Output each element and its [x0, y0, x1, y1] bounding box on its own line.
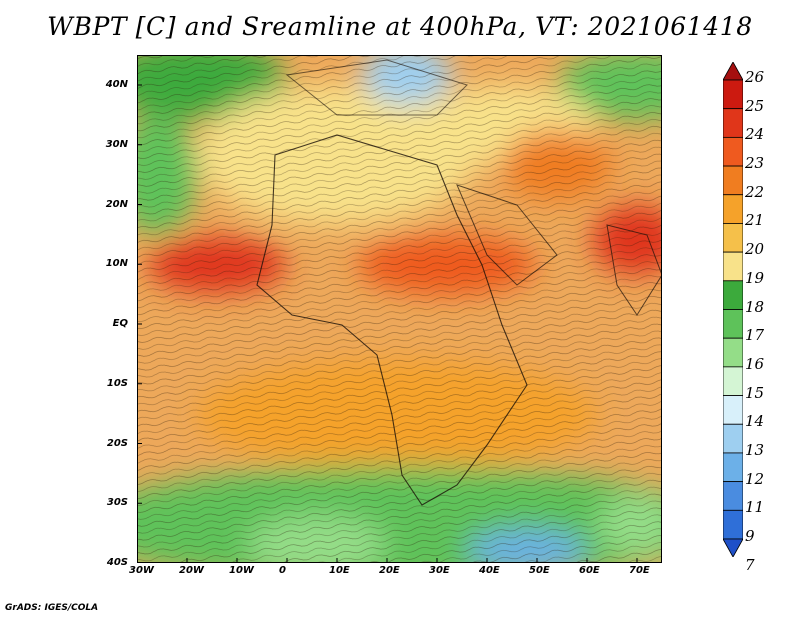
lat-label: 30N — [105, 138, 128, 150]
lon-label: 20E — [379, 565, 400, 576]
lon-label: 50E — [529, 565, 550, 576]
colorbar-label: 13 — [745, 440, 765, 459]
coastline-india — [606, 224, 662, 316]
colorbar-segment — [723, 280, 743, 310]
lat-label: 10S — [106, 377, 128, 389]
colorbar-segment — [723, 538, 743, 557]
colorbar-label: 18 — [745, 297, 765, 316]
colorbar-segment — [723, 366, 743, 396]
colorbar-label: 7 — [745, 555, 755, 574]
lat-ticks — [137, 84, 142, 563]
coastline-africa — [256, 134, 528, 506]
colorbar-label: 26 — [745, 68, 765, 86]
colorbar-segment — [723, 62, 743, 81]
colorbar-label: 23 — [745, 154, 765, 173]
coastline-arabia — [456, 184, 558, 286]
colorbar-segment — [723, 136, 743, 167]
colorbar-label: 21 — [745, 211, 765, 230]
colorbar-segment — [723, 79, 743, 110]
colorbar-label: 15 — [745, 383, 765, 402]
colorbar-label: 9 — [745, 527, 755, 545]
colorbar-segment — [723, 452, 743, 483]
colorbar-segment — [723, 194, 743, 224]
colorbar-segment — [723, 223, 743, 253]
streamline-texture — [137, 55, 662, 563]
lon-label: 20W — [179, 565, 204, 576]
lon-label: 0 — [279, 565, 286, 576]
lat-label: 20S — [106, 437, 128, 449]
colorbar-label: 19 — [745, 268, 765, 287]
credit-text: GrADS: IGES/COLA — [5, 603, 99, 613]
chart-title: WBPT [C] and Sreamline at 400hPa, VT: 20… — [47, 12, 753, 41]
colorbar-segment — [723, 108, 743, 138]
colorbar-label: 17 — [745, 326, 765, 345]
lon-ticks — [137, 558, 638, 563]
colorbar — [723, 62, 743, 557]
lat-label: 10N — [105, 258, 128, 270]
colorbar-segment — [723, 337, 743, 368]
lon-label: 10E — [329, 565, 350, 576]
colorbar-label: 25 — [745, 96, 765, 115]
lon-label: 40E — [479, 565, 500, 576]
colorbar-segment — [723, 395, 743, 425]
colorbar-segment — [723, 165, 743, 196]
colorbar-label: 16 — [745, 354, 765, 373]
colorbar-label: 12 — [745, 469, 765, 488]
lon-label: 30W — [129, 565, 154, 576]
lat-label: 40S — [106, 557, 128, 568]
colorbar-segment — [723, 423, 743, 454]
lon-label: 10W — [229, 565, 254, 576]
lat-label: EQ — [112, 318, 128, 329]
colorbar-label: 22 — [745, 182, 765, 201]
map-frame — [137, 55, 662, 563]
lon-label: 30E — [429, 565, 450, 576]
colorbar-segment — [723, 309, 743, 339]
lat-label: 30S — [106, 497, 128, 509]
map-field — [137, 55, 662, 563]
colorbar-label: 20 — [745, 240, 765, 259]
lat-label: 20N — [105, 198, 128, 210]
colorbar-segment — [723, 509, 743, 540]
map-panel — [137, 55, 662, 563]
coastline-europe — [285, 59, 468, 116]
colorbar-segment — [723, 481, 743, 511]
colorbar-segment — [723, 251, 743, 282]
colorbar-label: 11 — [745, 498, 765, 517]
lon-label: 60E — [579, 565, 600, 576]
lon-label: 70E — [629, 565, 650, 576]
colorbar-label: 14 — [745, 412, 765, 431]
lat-label: 40N — [105, 79, 128, 90]
colorbar-label: 24 — [745, 125, 765, 144]
